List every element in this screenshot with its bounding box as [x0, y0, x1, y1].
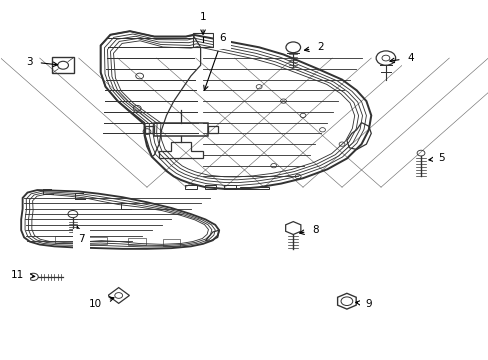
Text: 8: 8 [299, 225, 318, 235]
Bar [193, 33, 212, 47]
Text: 7: 7 [77, 226, 84, 244]
Text: 3: 3 [26, 57, 58, 67]
Bar [52, 57, 74, 73]
Bar [128, 238, 146, 245]
Text: 9: 9 [355, 299, 371, 309]
Text: 5: 5 [428, 153, 445, 163]
Bar [55, 236, 73, 243]
Text: 4: 4 [389, 53, 413, 63]
Text: 6: 6 [203, 33, 225, 90]
Text: 10: 10 [89, 297, 114, 309]
Bar [89, 237, 107, 244]
Text: 2: 2 [304, 42, 323, 52]
Bar [162, 239, 180, 246]
Text: 11: 11 [11, 270, 35, 280]
Text: 1: 1 [199, 12, 206, 34]
